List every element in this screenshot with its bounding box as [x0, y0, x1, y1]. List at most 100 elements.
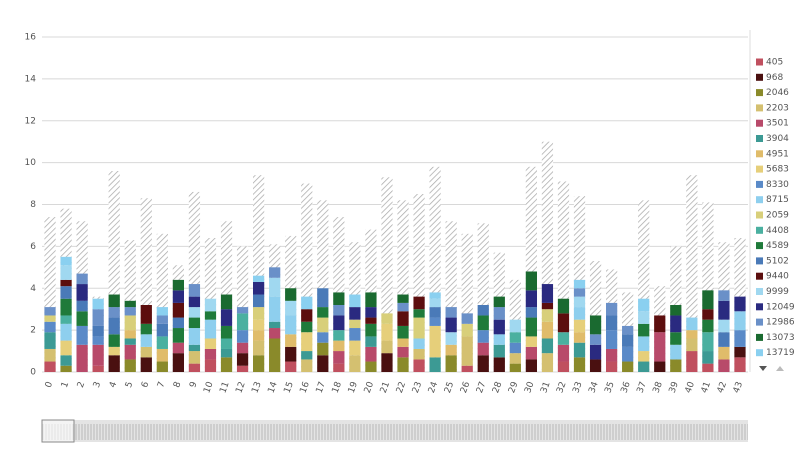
navigator-window[interactable]: [41, 419, 75, 443]
bar-segment: [525, 307, 538, 318]
legend-label: 5683: [766, 165, 789, 175]
legend-label: 5102: [766, 256, 789, 266]
bar-segment: [365, 336, 377, 347]
bar-segment: [670, 332, 682, 345]
bar-segment: [108, 355, 120, 372]
x-tick-label: 41: [700, 380, 713, 394]
bar-segment: [220, 309, 233, 326]
bar-segment: [541, 353, 554, 372]
bar-segment: [589, 334, 602, 345]
bar-segment: [44, 307, 56, 316]
bar-segment: [124, 338, 136, 345]
bar-segment: [638, 336, 650, 352]
x-tick-label: 19: [347, 380, 360, 394]
bar-segment: [204, 348, 217, 360]
bar-segment: [493, 344, 505, 358]
bar-segment: [397, 346, 409, 358]
bar-segment: [734, 296, 746, 312]
bar-segment: [397, 311, 409, 326]
bar-segment: [573, 288, 586, 297]
bar-segment: [397, 338, 409, 347]
bar-segment: [44, 348, 56, 362]
bar-segment: [718, 346, 730, 360]
legend-label: 405: [766, 58, 783, 68]
bar-segment: [269, 277, 281, 297]
reference-bar: [301, 183, 313, 372]
bar-segment: [252, 281, 265, 295]
legend-label: 9440: [766, 272, 789, 282]
bar-segment: [108, 307, 120, 318]
bar-segment: [413, 338, 425, 349]
legend-swatch: [756, 89, 763, 97]
legend-label: 13073: [766, 333, 795, 343]
bar-segment: [333, 351, 345, 364]
bar-segment: [60, 286, 72, 299]
bar-segment: [60, 323, 72, 341]
bar-segment: [541, 302, 554, 310]
bar-segment: [188, 363, 201, 372]
x-tick-label: 29: [507, 380, 520, 394]
x-tick-label: 2: [76, 380, 87, 389]
y-tick-label: 4: [30, 284, 36, 294]
x-tick-label: 35: [603, 380, 616, 394]
legend-label: 8330: [766, 180, 789, 190]
x-tick-label: 4: [108, 380, 119, 389]
bar-segment: [573, 319, 586, 333]
legend-swatch: [756, 104, 763, 112]
legend-swatch: [756, 119, 763, 127]
bar-segment: [60, 256, 72, 266]
y-tick-label: 12: [25, 116, 36, 126]
bar-segment: [718, 290, 730, 301]
bar-segment: [204, 359, 217, 372]
bar-segment: [156, 336, 168, 349]
bar-segment: [60, 315, 72, 324]
bar-segment: [493, 334, 505, 345]
reference-bar: [638, 200, 650, 372]
bar-segment: [622, 346, 634, 362]
legend-swatch: [756, 272, 763, 280]
bar-segment: [509, 319, 521, 333]
bar-segment: [461, 323, 473, 337]
bar-segment: [413, 309, 425, 318]
bar-segment: [252, 307, 265, 320]
legend-swatch: [756, 303, 763, 311]
bar-segment: [477, 330, 489, 343]
bar-segment: [445, 317, 457, 333]
bar-segment: [124, 330, 136, 339]
bar-segment: [493, 296, 505, 308]
bar-segment: [477, 355, 489, 372]
navigator[interactable]: [41, 419, 748, 443]
bar-segment: [236, 365, 249, 372]
bar-segment: [44, 361, 56, 372]
bar-segment: [124, 344, 136, 360]
x-tick-label: 32: [555, 380, 568, 394]
bar-segment: [541, 284, 554, 303]
bar-segment: [686, 338, 698, 352]
bar-segment: [429, 357, 441, 372]
bar-segment: [349, 328, 361, 341]
bar-segment: [172, 290, 185, 303]
bar-segment: [686, 351, 698, 372]
bar-segment: [638, 361, 650, 372]
legend-scroll-down[interactable]: [759, 366, 767, 371]
bar-segment: [76, 273, 88, 285]
bar-segment: [76, 311, 88, 326]
bar-segment: [301, 351, 313, 360]
bar-segment: [92, 336, 104, 345]
legend-label: 2203: [766, 103, 789, 113]
bar-segment: [252, 340, 265, 356]
legend-swatch: [756, 150, 763, 158]
bar-segment: [509, 353, 521, 364]
y-tick-label: 2: [30, 326, 36, 336]
y-tick-label: 10: [25, 158, 37, 168]
bar-segment: [557, 298, 570, 314]
x-tick-label: 16: [299, 380, 312, 394]
bar-segment: [349, 294, 361, 308]
bar-segment: [525, 346, 538, 360]
x-tick-label: 39: [668, 380, 681, 394]
bar-segment: [429, 292, 441, 299]
navigator-track[interactable]: [42, 420, 748, 442]
legend-scroll-up[interactable]: [776, 366, 784, 371]
bar-segment: [429, 307, 441, 318]
x-tick-label: 23: [411, 380, 424, 394]
